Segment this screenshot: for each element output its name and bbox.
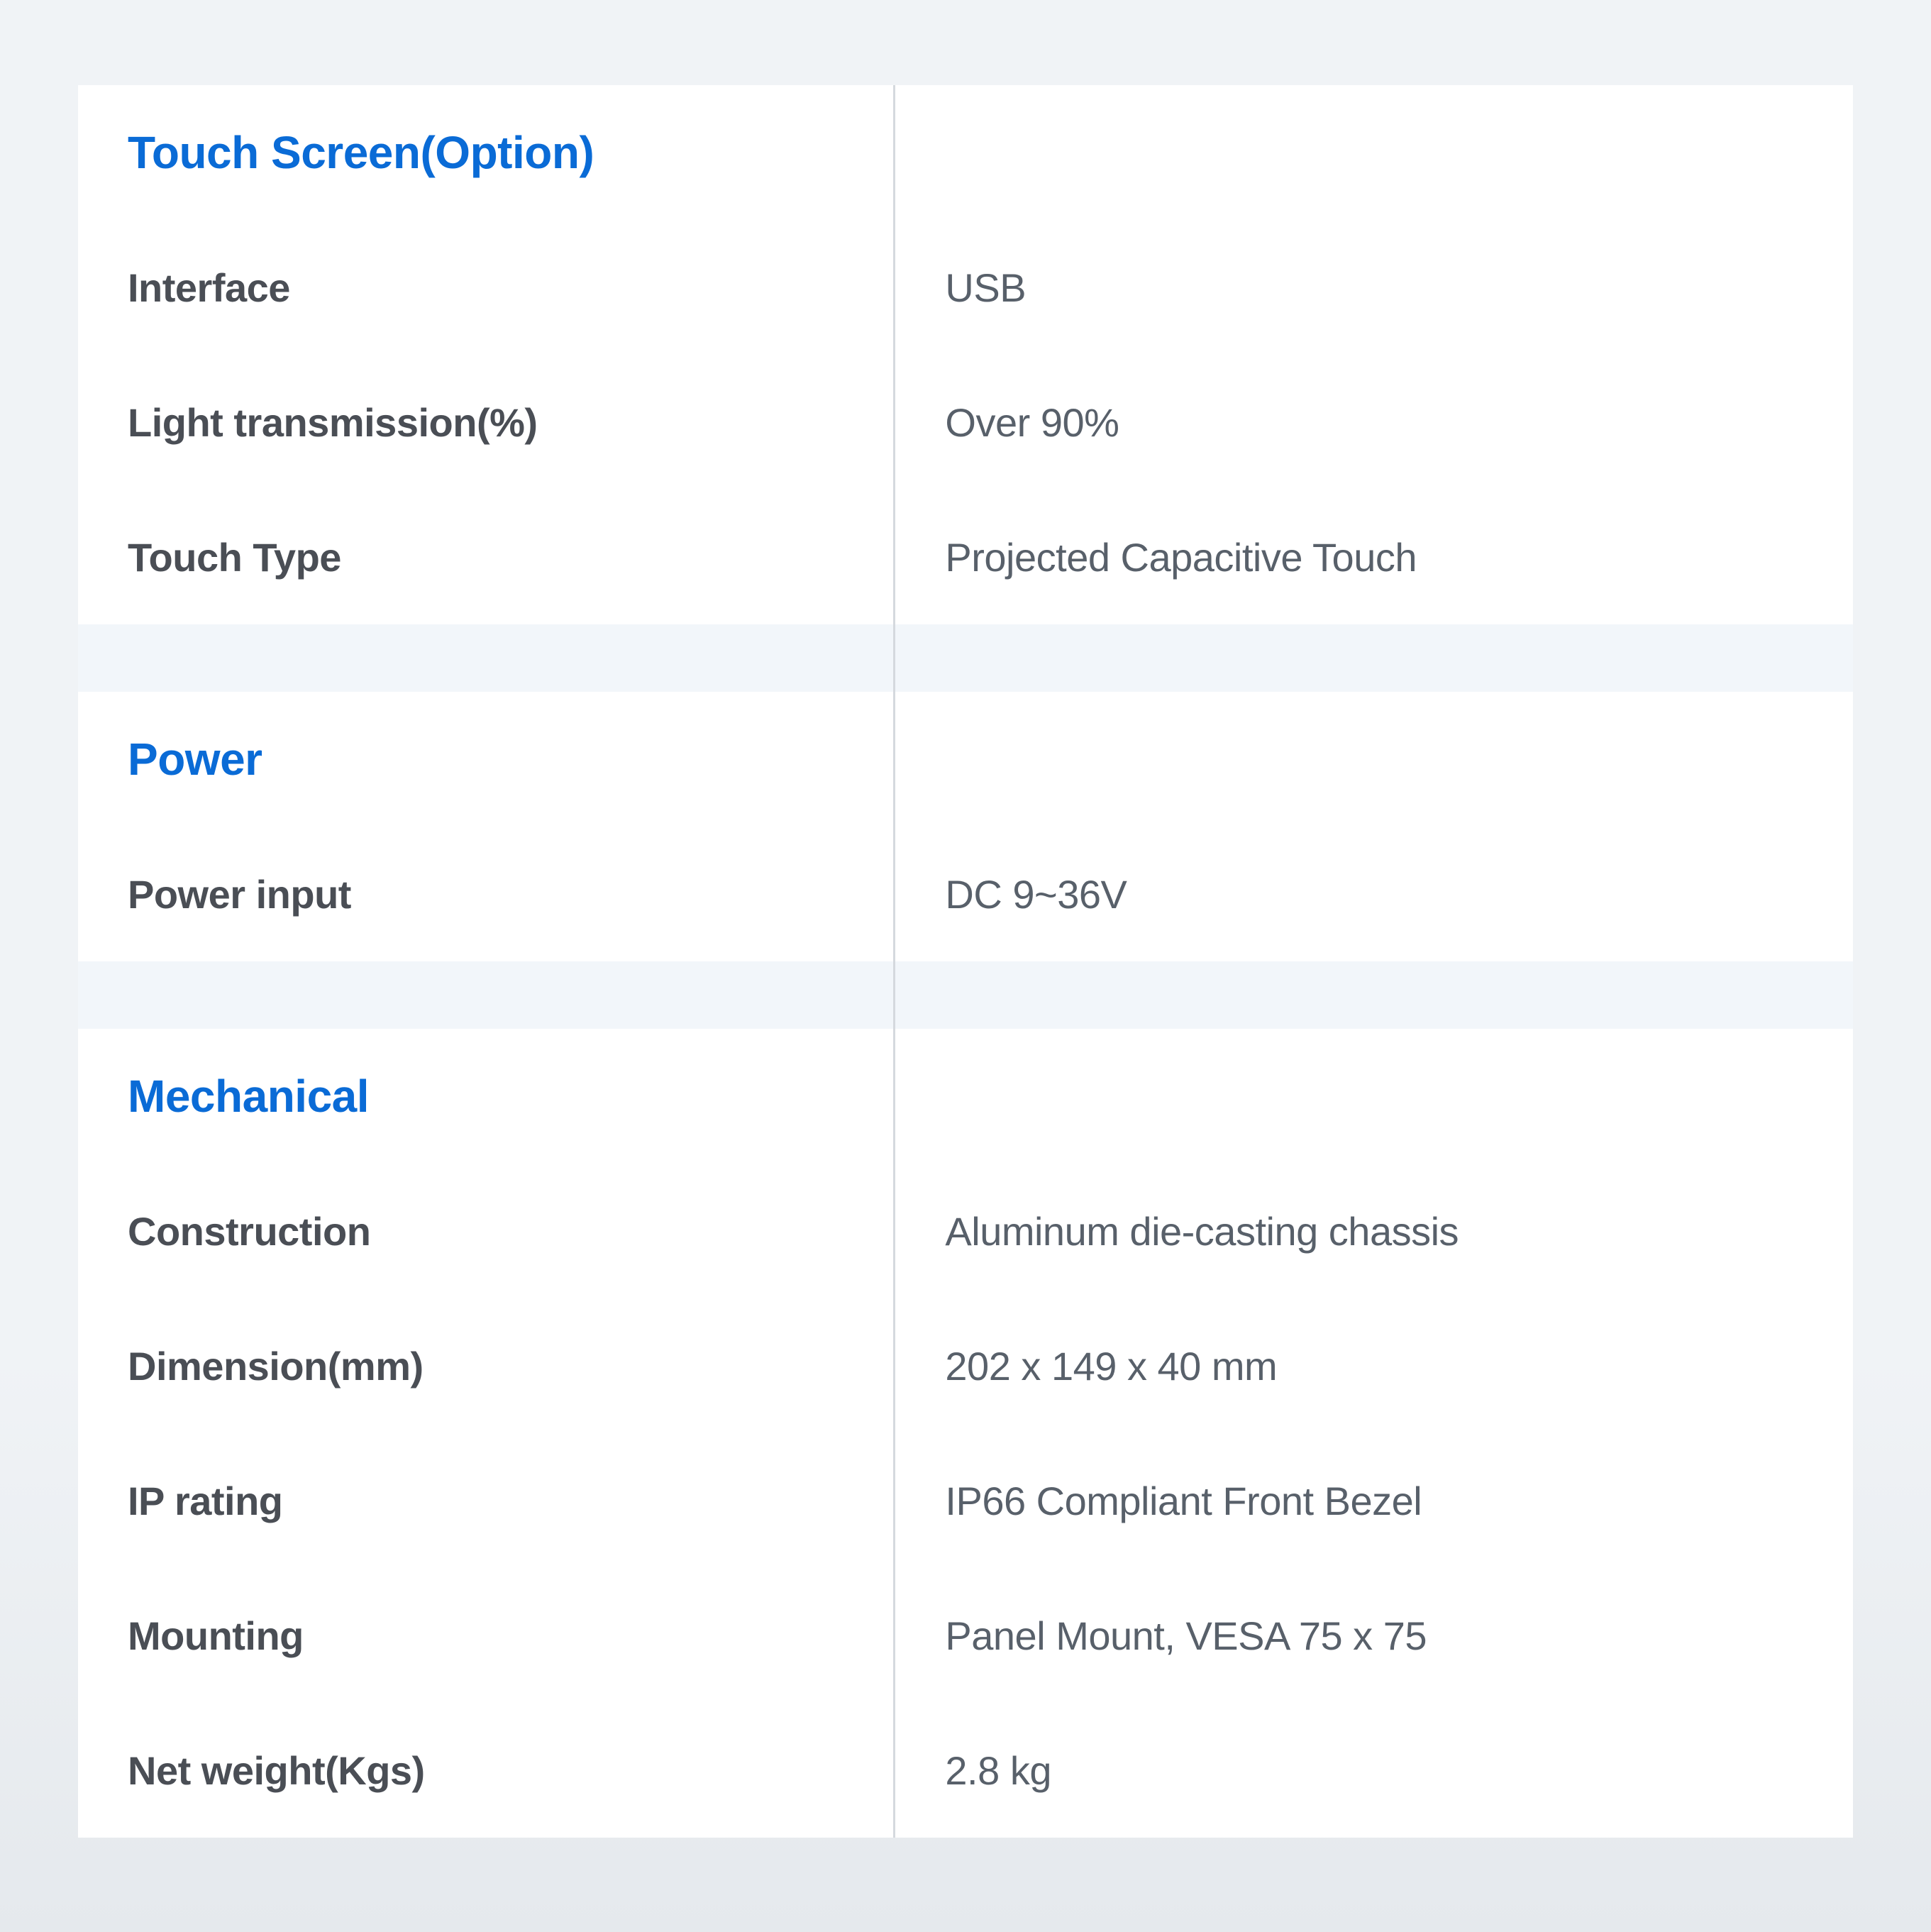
section-spacer <box>78 624 1853 692</box>
spec-label: Light transmission(%) <box>128 400 538 445</box>
spec-value: 2.8 kg <box>945 1748 1051 1793</box>
spec-value: Panel Mount, VESA 75 x 75 <box>945 1613 1427 1658</box>
spec-value: 202 x 149 x 40 mm <box>945 1344 1277 1389</box>
specifications-table: Touch Screen(Option) Interface USB Light… <box>78 85 1853 1838</box>
spec-value: DC 9~36V <box>945 872 1127 917</box>
spec-label: Touch Type <box>128 535 341 580</box>
spec-label: Mounting <box>128 1613 304 1658</box>
section-header-row: Touch Screen(Option) <box>78 85 1853 220</box>
spec-value: USB <box>945 265 1026 310</box>
spec-row: Interface USB <box>78 220 1853 355</box>
section-title: Power <box>128 734 262 785</box>
spec-row: Power input DC 9~36V <box>78 827 1853 961</box>
spec-label: Net weight(Kgs) <box>128 1748 425 1793</box>
spec-row: Net weight(Kgs) 2.8 kg <box>78 1703 1853 1838</box>
spec-label: Power input <box>128 872 351 917</box>
spec-value: Projected Capacitive Touch <box>945 535 1417 580</box>
spec-value: Aluminum die-casting chassis <box>945 1209 1459 1254</box>
section-header-row: Power <box>78 692 1853 827</box>
spec-row: Touch Type Projected Capacitive Touch <box>78 490 1853 624</box>
spec-label: Construction <box>128 1209 370 1254</box>
section-title: Mechanical <box>128 1071 369 1122</box>
spec-label: Interface <box>128 265 290 310</box>
spec-row: Dimension(mm) 202 x 149 x 40 mm <box>78 1298 1853 1433</box>
spec-row: Construction Aluminum die-casting chassi… <box>78 1164 1853 1298</box>
spec-value: IP66 Compliant Front Bezel <box>945 1479 1422 1523</box>
spec-label: IP rating <box>128 1479 283 1523</box>
section-spacer <box>78 961 1853 1029</box>
spec-row: Mounting Panel Mount, VESA 75 x 75 <box>78 1568 1853 1703</box>
spec-label: Dimension(mm) <box>128 1344 424 1389</box>
spec-value: Over 90% <box>945 400 1119 445</box>
section-title: Touch Screen(Option) <box>128 127 594 178</box>
spec-row: Light transmission(%) Over 90% <box>78 355 1853 490</box>
spec-row: IP rating IP66 Compliant Front Bezel <box>78 1433 1853 1568</box>
section-header-row: Mechanical <box>78 1029 1853 1164</box>
